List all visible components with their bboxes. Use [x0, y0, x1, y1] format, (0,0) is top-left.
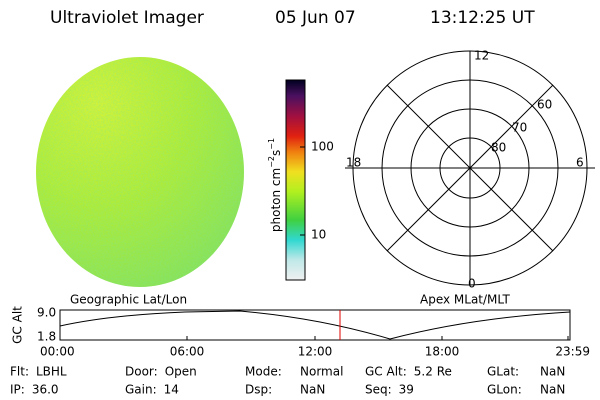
mlt-label: 12	[474, 49, 489, 63]
field-value: LBHL	[36, 365, 67, 379]
label-part: photon cm	[269, 168, 283, 232]
mlt-label: 18	[346, 156, 361, 170]
x-tick-label: 12:00	[298, 345, 333, 359]
field-label: GC Alt:	[365, 365, 407, 379]
label-part: s	[269, 150, 283, 156]
altitude-ytick: 1.8	[37, 330, 56, 344]
field-value: 39	[399, 383, 414, 397]
altitude-curve	[59, 310, 571, 340]
mlt-label: 0	[468, 277, 476, 291]
label-exp: −2	[267, 156, 276, 168]
altitude-ytick: 9.0	[37, 306, 56, 320]
field-label: Gain:	[125, 383, 157, 397]
x-tick-label: 23:59	[555, 345, 590, 359]
field-label: Flt:	[10, 365, 29, 379]
colorbar-tick-label: 10	[311, 228, 326, 242]
field-label: Mode:	[245, 365, 282, 379]
colorbar	[285, 79, 306, 281]
ring-label: 70	[512, 121, 527, 135]
field-label: GLon:	[487, 383, 522, 397]
x-tick-label: 06:00	[170, 345, 205, 359]
field-value: 36.0	[32, 383, 59, 397]
field-label: Door:	[125, 365, 158, 379]
footer: Flt: LBHL Door: Open Mode: Normal GC Alt: 5.2 R…	[10, 365, 565, 397]
field-value: NaN	[540, 383, 565, 397]
image-noise	[36, 57, 244, 287]
field-label: IP:	[10, 383, 25, 397]
mlt-label: 6	[576, 156, 584, 170]
panel-label: Apex MLat/MLT	[420, 293, 510, 307]
ring-label: 80	[491, 141, 506, 155]
field-value: NaN	[540, 365, 565, 379]
time: 13:12:25 UT	[430, 8, 535, 28]
altitude-ylabel: GC Alt	[11, 306, 25, 344]
label-exp: −1	[267, 138, 276, 150]
field-label: GLat:	[487, 365, 519, 379]
field-label: Seq:	[365, 383, 392, 397]
field-label: Dsp:	[245, 383, 272, 397]
field-value: Normal	[300, 365, 343, 379]
x-tick-label: 00:00	[40, 345, 75, 359]
panel-label: Geographic Lat/Lon	[70, 293, 187, 307]
title: Ultraviolet Imager	[50, 8, 204, 28]
ring-label: 60	[537, 98, 552, 112]
field-value: 5.2 Re	[414, 365, 452, 379]
altitude-xticks: 00:00 06:00 12:00 18:00 23:59	[40, 336, 590, 359]
colorbar-tick-label: 100	[311, 140, 334, 154]
field-value: 14	[164, 383, 179, 397]
field-value: NaN	[300, 383, 325, 397]
polar-grid	[345, 50, 595, 286]
colorbar-label: photon cm−2s−1	[267, 138, 283, 232]
field-value: Open	[165, 365, 197, 379]
x-tick-label: 18:00	[425, 345, 460, 359]
date: 05 Jun 07	[275, 8, 356, 28]
